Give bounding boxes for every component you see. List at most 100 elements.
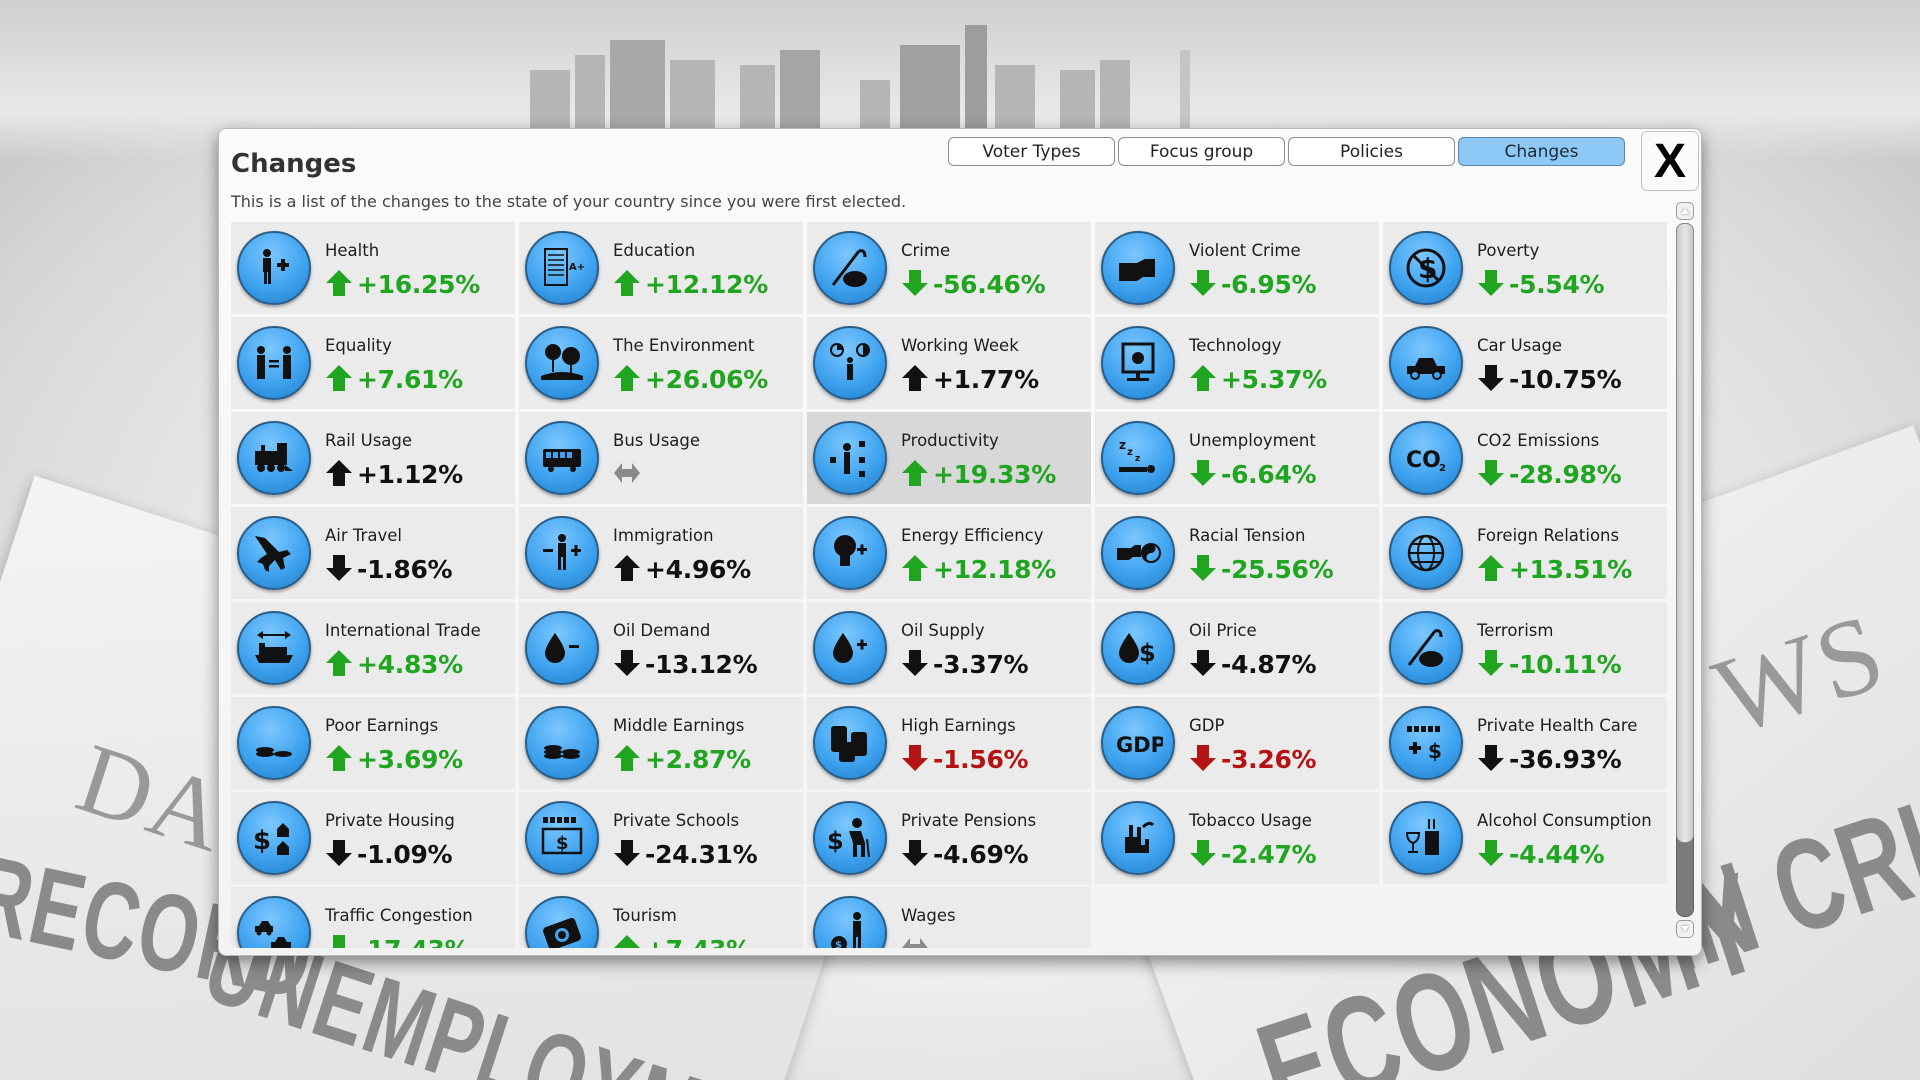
change-item-rail-usage[interactable]: Rail Usage +1.12% [231, 412, 515, 504]
change-item-value: +26.06% [645, 365, 768, 394]
arrow-down-icon [1190, 460, 1216, 486]
arrow-up-icon [902, 555, 928, 581]
change-item-foreign-relations[interactable]: Foreign Relations +13.51% [1383, 507, 1667, 599]
change-item-immigration[interactable]: Immigration +4.96% [519, 507, 803, 599]
change-item-value: +1.12% [357, 460, 463, 489]
change-item-car-usage[interactable]: Car Usage -10.75% [1383, 317, 1667, 409]
change-item-label: GDP [1189, 716, 1225, 735]
change-item-high-earnings[interactable]: High Earnings -1.56% [807, 697, 1091, 789]
arrow-down-icon [1478, 650, 1504, 676]
arrow-up-icon [326, 270, 352, 296]
change-item-alcohol-consumption[interactable]: Alcohol Consumption -4.44% [1383, 792, 1667, 884]
arrow-down-icon [902, 270, 928, 296]
change-item-poverty[interactable]: $ Poverty -5.54% [1383, 222, 1667, 314]
change-item-label: Private Health Care [1477, 716, 1638, 735]
arrow-up-icon [1478, 555, 1504, 581]
svg-text:$: $ [1428, 739, 1442, 763]
change-item-label: Health [325, 241, 380, 260]
change-item-traffic-congestion[interactable]: Traffic Congestion -17.43% [231, 887, 515, 948]
crime-icon [813, 231, 887, 305]
education-icon: A+ [525, 231, 599, 305]
svg-text:$: $ [1139, 639, 1156, 667]
change-item-productivity[interactable]: Productivity +19.33% [807, 412, 1091, 504]
arrow-up-icon [614, 555, 640, 581]
private-health-icon: $ [1389, 706, 1463, 780]
change-item-violent-crime[interactable]: Violent Crime -6.95% [1095, 222, 1379, 314]
change-item-label: Traffic Congestion [325, 906, 473, 925]
change-item-value: -4.44% [1509, 840, 1605, 869]
change-item-technology[interactable]: Technology +5.37% [1095, 317, 1379, 409]
svg-text:z: z [1127, 447, 1133, 458]
change-item-label: Private Schools [613, 811, 740, 830]
change-item-co2-emissions[interactable]: CO 2 CO2 Emissions -28.98% [1383, 412, 1667, 504]
change-item-the-environment[interactable]: The Environment +26.06% [519, 317, 803, 409]
change-item-private-schools[interactable]: $ Private Schools -24.31% [519, 792, 803, 884]
change-item-wages[interactable]: $ Wages [807, 887, 1091, 948]
change-item-label: Oil Supply [901, 621, 985, 640]
tab-focus-group[interactable]: Focus group [1118, 137, 1285, 166]
change-item-equality[interactable]: Equality +7.61% [231, 317, 515, 409]
change-item-tourism[interactable]: Tourism +7.43% [519, 887, 803, 948]
change-item-label: International Trade [325, 621, 481, 640]
alcohol-icon [1389, 801, 1463, 875]
change-item-tobacco-usage[interactable]: Tobacco Usage -2.47% [1095, 792, 1379, 884]
arrow-up-icon [614, 935, 640, 948]
change-item-value: -17.43% [357, 935, 470, 948]
arrow-down-icon [1478, 270, 1504, 296]
tab-voter-types[interactable]: Voter Types [948, 137, 1115, 166]
change-item-oil-demand[interactable]: Oil Demand -13.12% [519, 602, 803, 694]
change-item-air-travel[interactable]: Air Travel -1.86% [231, 507, 515, 599]
change-item-middle-earnings[interactable]: Middle Earnings +2.87% [519, 697, 803, 789]
arrow-down-icon [902, 745, 928, 771]
arrow-down-icon [902, 840, 928, 866]
change-item-poor-earnings[interactable]: Poor Earnings +3.69% [231, 697, 515, 789]
change-item-label: Tobacco Usage [1189, 811, 1312, 830]
change-item-value: +16.25% [357, 270, 480, 299]
change-item-racial-tension[interactable]: Racial Tension -25.56% [1095, 507, 1379, 599]
change-item-value: +13.51% [1509, 555, 1632, 584]
change-item-bus-usage[interactable]: Bus Usage [519, 412, 803, 504]
change-item-label: Tourism [613, 906, 677, 925]
change-item-terrorism[interactable]: Terrorism -10.11% [1383, 602, 1667, 694]
change-item-oil-supply[interactable]: Oil Supply -3.37% [807, 602, 1091, 694]
change-item-private-housing[interactable]: $ Private Housing -1.09% [231, 792, 515, 884]
change-item-value: -1.86% [357, 555, 453, 584]
change-item-crime[interactable]: Crime -56.46% [807, 222, 1091, 314]
arrow-up-icon [326, 650, 352, 676]
tab-changes[interactable]: Changes [1458, 137, 1625, 166]
violent-crime-icon [1101, 231, 1175, 305]
change-item-working-week[interactable]: Working Week +1.77% [807, 317, 1091, 409]
svg-text:z: z [1135, 454, 1140, 464]
change-item-label: Racial Tension [1189, 526, 1306, 545]
scroll-up-button[interactable] [1676, 202, 1694, 220]
change-item-education[interactable]: A+ Education +12.12% [519, 222, 803, 314]
change-item-energy-efficiency[interactable]: Energy Efficiency +12.18% [807, 507, 1091, 599]
change-item-private-pensions[interactable]: $ Private Pensions -4.69% [807, 792, 1091, 884]
traffic-icon [237, 896, 311, 948]
arrow-up-icon [326, 365, 352, 391]
scroll-thumb[interactable] [1676, 223, 1694, 843]
arrow-down-icon [1478, 745, 1504, 771]
change-item-value: -56.46% [933, 270, 1046, 299]
change-item-private-health-care[interactable]: $ Private Health Care -36.93% [1383, 697, 1667, 789]
close-button[interactable]: X [1641, 131, 1699, 191]
vertical-scrollbar[interactable] [1676, 202, 1694, 938]
arrow-down-icon [1190, 555, 1216, 581]
change-item-value: -3.26% [1221, 745, 1317, 774]
change-item-value: -6.95% [1221, 270, 1317, 299]
change-item-oil-price[interactable]: $ Oil Price -4.87% [1095, 602, 1379, 694]
working-week-icon [813, 326, 887, 400]
train-icon [237, 421, 311, 495]
change-item-gdp[interactable]: GDP GDP -3.26% [1095, 697, 1379, 789]
scroll-down-button[interactable] [1676, 920, 1694, 938]
change-item-value: +1.77% [933, 365, 1039, 394]
change-item-health[interactable]: Health +16.25% [231, 222, 515, 314]
arrow-up-icon [614, 365, 640, 391]
change-item-label: Alcohol Consumption [1477, 811, 1652, 830]
change-item-value: +4.83% [357, 650, 463, 679]
change-item-international-trade[interactable]: International Trade +4.83% [231, 602, 515, 694]
change-item-label: Rail Usage [325, 431, 413, 450]
tab-policies[interactable]: Policies [1288, 137, 1455, 166]
arrow-down-icon [1478, 365, 1504, 391]
